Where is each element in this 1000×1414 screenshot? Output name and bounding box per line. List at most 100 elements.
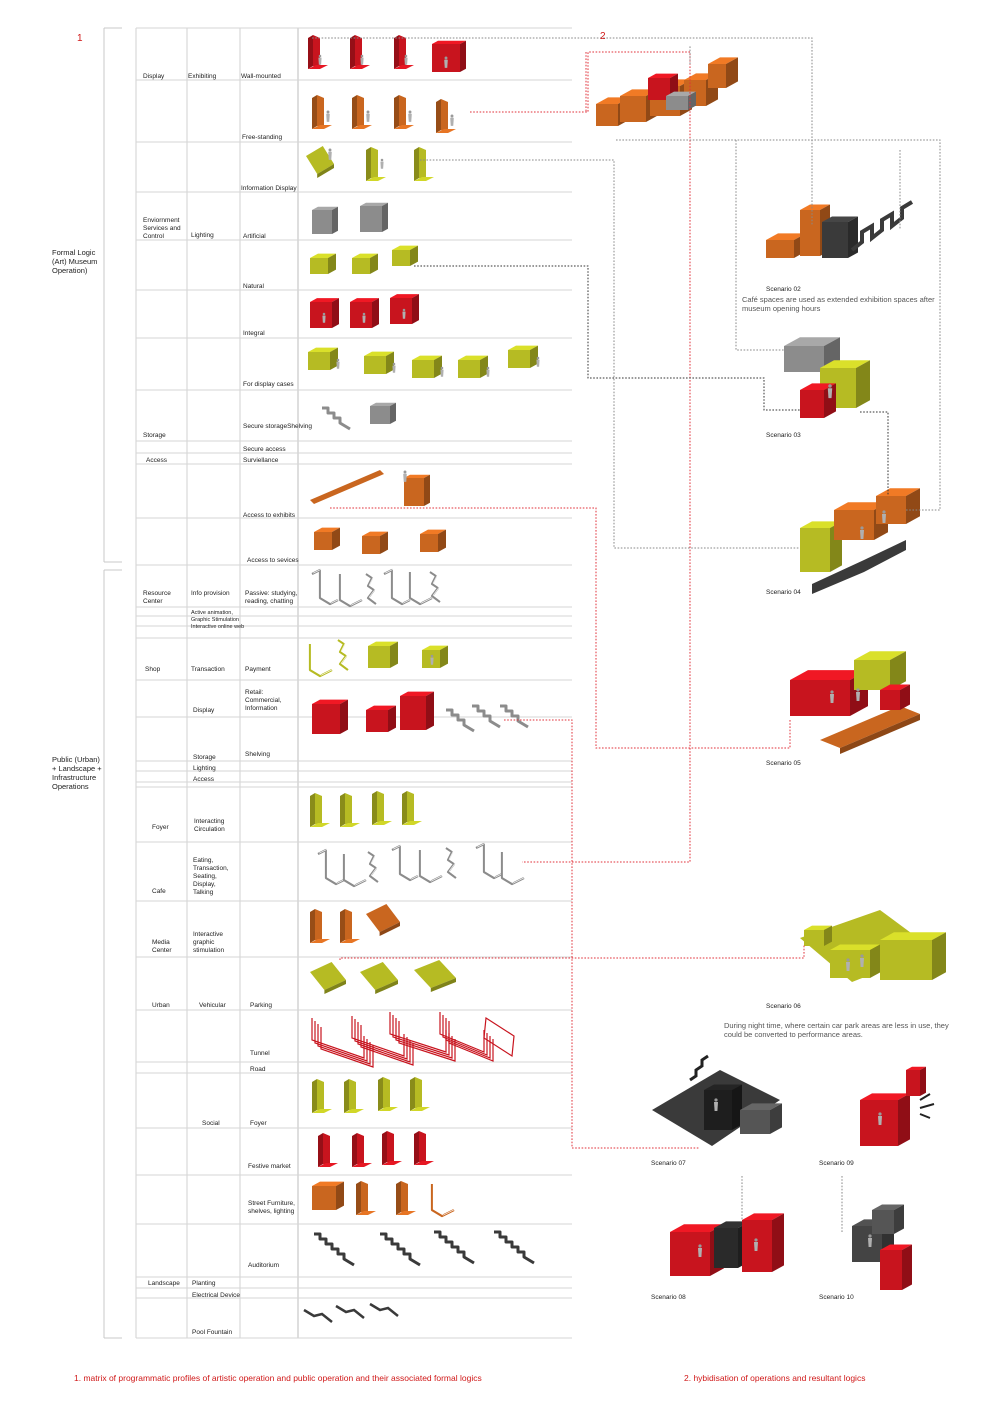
form-auditorium-1 (314, 1232, 355, 1267)
scenario-05-ramp (820, 706, 920, 748)
scenario-02-label: Scenario 02 (766, 286, 801, 293)
figure-silhouette (860, 526, 864, 539)
sub-display: Display (193, 707, 215, 714)
form-foyer-4 (402, 791, 422, 825)
form-passive-2 (338, 573, 364, 608)
form-foyer-1 (310, 793, 330, 827)
form-social-foyer-1 (312, 1079, 332, 1113)
form-parking-1 (310, 962, 346, 994)
form-wall-mounted-1 (308, 35, 328, 69)
hybrid-block-5 (708, 57, 738, 88)
form-natural-2 (352, 253, 378, 274)
form-wall-mounted-4 (432, 40, 466, 72)
item-secure-access: Secure access (243, 446, 286, 453)
figure-silhouette (827, 384, 833, 399)
scenario-09-label: Scenario 09 (819, 1160, 854, 1167)
sub-exhibiting: Exhibiting (188, 73, 217, 80)
form-street-3 (396, 1181, 416, 1215)
form-auditorium-3 (434, 1230, 475, 1265)
form-tunnel-1 (311, 1018, 374, 1068)
cat-landscape: Landscape (148, 1280, 180, 1287)
scenario-04-label: Scenario 04 (766, 589, 801, 596)
cat-cafe: Cafe (152, 888, 166, 895)
sub-active-animation: Active animation, Graphic Stimulation In… (191, 610, 245, 630)
scenario-03-lime (820, 360, 870, 408)
form-natural-3 (392, 245, 418, 266)
form-free-standing-2 (352, 95, 372, 129)
caption-hybridisation: 2. hybidisation of operations and result… (684, 1373, 866, 1383)
item-road: Road (250, 1066, 266, 1073)
form-secure-storage-2 (370, 402, 396, 424)
scenario-05-red (790, 670, 868, 716)
figure-silhouette (536, 356, 540, 367)
form-cafe-6 (445, 846, 458, 879)
form-info-display-1 (306, 146, 334, 178)
item-surveillance: Surviellance (243, 457, 279, 464)
form-ramp (310, 470, 384, 504)
item-passive: Passive: studying, reading, chatting (245, 590, 298, 605)
form-tunnel-5 (483, 1016, 515, 1058)
item-free-standing: Free-standing (242, 134, 283, 141)
scenario-09-red (860, 1093, 910, 1146)
form-festive-4 (414, 1131, 434, 1165)
sub-planting: Planting (192, 1280, 216, 1287)
item-artificial: Artificial (243, 233, 266, 240)
sub-lighting: Lighting (191, 232, 214, 239)
figure-silhouette (856, 688, 860, 701)
form-payment-3 (368, 641, 398, 668)
form-info-display-3 (414, 147, 434, 181)
form-foyer-2 (340, 793, 360, 827)
group-public-operations: Public (Urban) + Landscape + Infrastruct… (52, 755, 102, 791)
form-cafe-7 (475, 842, 504, 880)
cat-display: Display (143, 73, 165, 80)
link-parking-scenario-06 (339, 944, 805, 960)
caption-matrix: 1. matrix of programmatic profiles of ar… (74, 1373, 482, 1383)
figure-silhouette (408, 110, 412, 122)
sub-interactive-graphic: Interactive graphic stimulation (193, 931, 225, 954)
form-wall-mounted-3 (394, 35, 414, 69)
form-media-3 (366, 904, 400, 936)
scenario-05-lime (854, 651, 906, 690)
scenario-08-red-2 (742, 1213, 784, 1272)
sub-transaction: Transaction (191, 666, 225, 673)
cat-resource-center: Resource Center (143, 590, 171, 605)
form-parking-2 (360, 962, 398, 994)
scenario-10-dark-2 (872, 1204, 904, 1234)
form-free-standing-1 (312, 95, 332, 129)
scenario-03-red (800, 383, 836, 418)
figure-silhouette (486, 366, 490, 377)
form-retail-shelf-1 (446, 708, 475, 733)
form-auditorium-4 (494, 1230, 535, 1265)
form-social-foyer-4 (410, 1077, 430, 1111)
sub-lighting-2: Lighting (193, 765, 216, 772)
cat-urban: Urban (152, 1002, 170, 1009)
form-payment-2 (337, 638, 350, 671)
form-integral-2 (350, 298, 379, 328)
form-festive-2 (352, 1133, 372, 1167)
form-retail-1 (312, 699, 348, 734)
link-retail-scenario-07 (504, 719, 700, 1149)
figure-silhouette (878, 1112, 882, 1125)
figure-silhouette (366, 110, 370, 122)
scenario-02-dark (822, 216, 858, 258)
item-street-furniture: Street Furniture, shelves, lighting (248, 1200, 295, 1215)
form-tunnel-2 (351, 1016, 414, 1066)
form-artificial-2 (360, 202, 388, 232)
form-social-foyer-3 (378, 1077, 398, 1111)
figure-silhouette (402, 308, 406, 319)
marker-2: 2 (600, 31, 606, 42)
figure-silhouette (392, 362, 396, 373)
figure-silhouette (403, 470, 407, 482)
figure-silhouette (868, 1234, 872, 1247)
form-tunnel-4 (439, 1012, 494, 1062)
scenario-07-stair (689, 1054, 709, 1082)
form-info-display-2 (366, 147, 386, 181)
cat-shop: Shop (145, 666, 161, 673)
form-cafe-5 (418, 849, 444, 884)
scenario-09-tower (906, 1066, 926, 1096)
form-free-standing-3 (394, 95, 414, 129)
item-shelving: Shelving (245, 751, 270, 758)
scenario-03-label: Scenario 03 (766, 432, 801, 439)
figure-silhouette (830, 690, 834, 703)
